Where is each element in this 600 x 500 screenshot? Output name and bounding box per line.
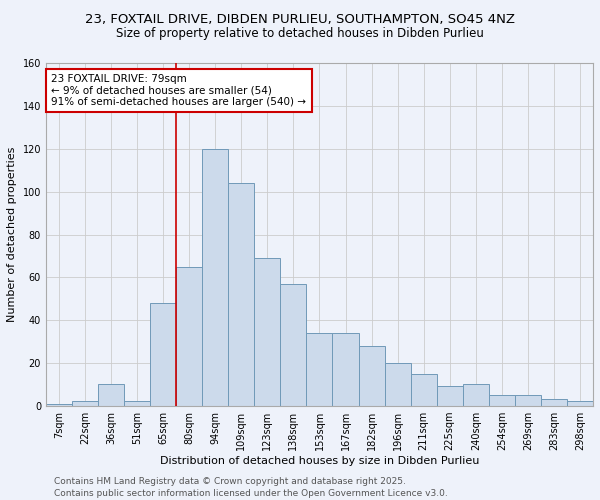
Text: Contains public sector information licensed under the Open Government Licence v3: Contains public sector information licen… bbox=[54, 488, 448, 498]
Bar bbox=[463, 384, 489, 406]
Bar bbox=[202, 149, 228, 406]
Bar bbox=[228, 183, 254, 406]
Bar bbox=[410, 374, 437, 406]
Bar bbox=[307, 333, 332, 406]
Bar bbox=[46, 404, 72, 406]
Bar bbox=[150, 303, 176, 406]
Bar bbox=[437, 386, 463, 406]
Text: Contains HM Land Registry data © Crown copyright and database right 2025.: Contains HM Land Registry data © Crown c… bbox=[54, 477, 406, 486]
Text: Size of property relative to detached houses in Dibden Purlieu: Size of property relative to detached ho… bbox=[116, 28, 484, 40]
Bar bbox=[359, 346, 385, 406]
Bar bbox=[541, 399, 567, 406]
Bar bbox=[98, 384, 124, 406]
Bar bbox=[176, 266, 202, 406]
Bar bbox=[515, 395, 541, 406]
Bar bbox=[254, 258, 280, 406]
Y-axis label: Number of detached properties: Number of detached properties bbox=[7, 147, 17, 322]
Bar bbox=[280, 284, 307, 406]
Bar bbox=[385, 363, 410, 406]
Text: 23, FOXTAIL DRIVE, DIBDEN PURLIEU, SOUTHAMPTON, SO45 4NZ: 23, FOXTAIL DRIVE, DIBDEN PURLIEU, SOUTH… bbox=[85, 12, 515, 26]
Bar bbox=[332, 333, 359, 406]
Text: 23 FOXTAIL DRIVE: 79sqm
← 9% of detached houses are smaller (54)
91% of semi-det: 23 FOXTAIL DRIVE: 79sqm ← 9% of detached… bbox=[52, 74, 307, 107]
Bar bbox=[567, 402, 593, 406]
Bar bbox=[489, 395, 515, 406]
X-axis label: Distribution of detached houses by size in Dibden Purlieu: Distribution of detached houses by size … bbox=[160, 456, 479, 466]
Bar bbox=[124, 402, 150, 406]
Bar bbox=[72, 402, 98, 406]
